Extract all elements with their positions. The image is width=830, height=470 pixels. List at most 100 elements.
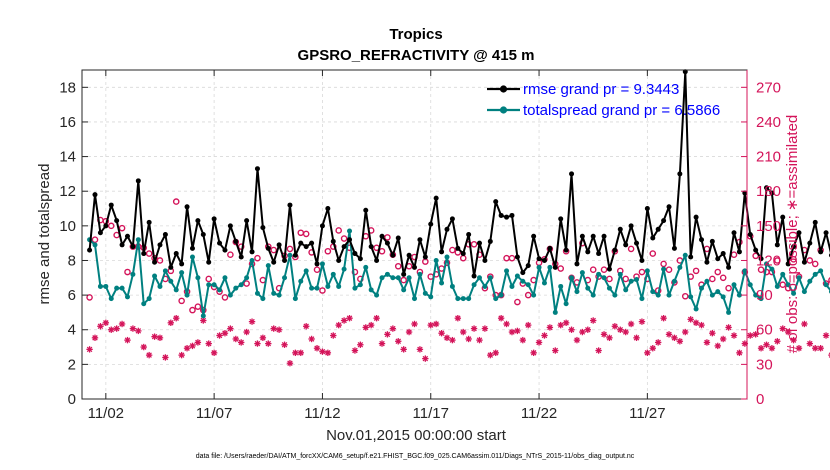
rmse-point [449, 216, 455, 222]
totalspread-point [249, 257, 255, 263]
rmse-point [552, 264, 558, 270]
rmse-point [726, 264, 732, 270]
totalspread-point [217, 287, 223, 293]
rmse-point [412, 264, 417, 270]
rmse-point [341, 244, 347, 250]
totalspread-point [596, 271, 602, 277]
rmse-point [282, 257, 288, 263]
totalspread-point [471, 282, 477, 288]
totalspread-point [439, 280, 445, 286]
possible-obs-point [790, 256, 797, 263]
y-axis-label: rmse and totalspread [36, 164, 53, 305]
x-tick-label: 11/12 [304, 405, 340, 422]
totalspread-point [590, 292, 596, 298]
assimilated-obs-point [465, 335, 472, 343]
rmse-point [444, 226, 450, 232]
series-layer [86, 69, 830, 367]
assimilated-obs-point [644, 349, 651, 357]
totalspread-point [736, 292, 742, 298]
rmse-point [780, 214, 786, 220]
rmse-point [249, 249, 255, 255]
totalspread-point [162, 268, 168, 274]
possible-obs-point [660, 260, 667, 268]
assimilated-obs-point [709, 330, 716, 337]
rmse-point [715, 256, 721, 262]
totalspread-point [444, 254, 450, 260]
legend-label-spread: totalspread grand pr = 6.5866 [523, 102, 720, 119]
totalspread-point [184, 292, 190, 298]
possible-obs-point [422, 258, 429, 265]
assimilated-obs-point [714, 342, 721, 350]
assimilated-obs-point [606, 334, 613, 342]
rmse-point [704, 259, 710, 265]
rmse-point [265, 245, 271, 251]
rmse-point [747, 232, 753, 237]
rmse-point [287, 202, 293, 208]
assimilated-obs-point [519, 336, 527, 344]
totalspread-point [709, 292, 715, 298]
assimilated-obs-point [140, 343, 147, 351]
possible-obs-point [189, 306, 196, 314]
assimilated-obs-point [741, 340, 749, 347]
assimilated-obs-point [210, 349, 218, 357]
rmse-point [374, 257, 380, 263]
totalspread-point [612, 292, 618, 298]
assimilated-obs-point [183, 345, 191, 352]
rmse-point [525, 263, 531, 269]
totalspread-point [114, 285, 120, 291]
assimilated-obs-point [178, 351, 185, 359]
rmse-point [796, 230, 802, 236]
totalspread-point [195, 275, 201, 281]
assimilated-obs-point [238, 339, 245, 346]
totalspread-point [303, 268, 309, 274]
totalspread-point [769, 266, 775, 272]
assimilated-obs-point [438, 330, 445, 337]
rmse-point [97, 230, 103, 236]
y2-tick-label: 270 [756, 79, 781, 96]
rmse-point [650, 235, 656, 241]
x-tick-label: 11/07 [196, 405, 232, 422]
assimilated-obs-point [194, 339, 202, 346]
possible-obs-point [86, 294, 93, 301]
rmse-point [227, 223, 233, 229]
possible-obs-point [156, 257, 164, 264]
rmse-point [666, 204, 672, 210]
totalspread-point [119, 285, 125, 291]
totalspread-point [227, 292, 233, 298]
assimilated-obs-point [151, 333, 158, 340]
y-tick-label: 16 [59, 114, 76, 131]
totalspread-point [763, 261, 769, 267]
possible-obs-point [508, 254, 516, 262]
rmse-point [439, 249, 445, 255]
rmse-point [644, 206, 650, 212]
totalspread-point [628, 278, 634, 284]
rmse-point [569, 171, 575, 177]
totalspread-point [271, 290, 277, 296]
totalspread-point [677, 264, 683, 270]
rmse-point [244, 218, 250, 224]
assimilated-obs-point [806, 340, 814, 347]
totalspread-point [233, 285, 239, 291]
totalspread-point [379, 275, 385, 281]
possible-obs-point [589, 266, 597, 274]
assimilated-obs-point [633, 334, 640, 342]
rmse-point [114, 218, 120, 224]
rmse-point [271, 259, 277, 265]
y2-tick-label: 180 [756, 183, 781, 200]
possible-obs-point [351, 268, 359, 276]
rmse-point [309, 240, 315, 246]
rmse-point [460, 251, 466, 257]
totalspread-point [168, 278, 174, 284]
assimilated-obs-point [470, 325, 478, 332]
assimilated-obs-point [292, 349, 299, 357]
rmse-point [124, 233, 130, 239]
rmse-point [363, 207, 369, 213]
totalspread-point [801, 289, 807, 295]
rmse-point [541, 257, 547, 263]
rmse-point [92, 192, 98, 198]
assimilated-obs-point [736, 349, 743, 357]
assimilated-obs-point [232, 335, 239, 343]
possible-obs-point [118, 224, 126, 232]
rmse-point [379, 233, 385, 239]
rmse-point [514, 254, 520, 260]
